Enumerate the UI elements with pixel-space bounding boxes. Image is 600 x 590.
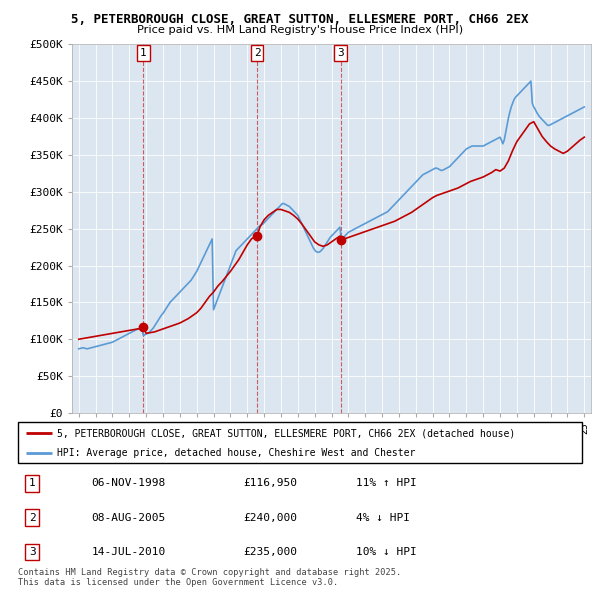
Text: 2: 2 (29, 513, 35, 523)
Text: £116,950: £116,950 (244, 478, 298, 489)
Text: 14-JUL-2010: 14-JUL-2010 (91, 547, 166, 557)
Text: 11% ↑ HPI: 11% ↑ HPI (356, 478, 417, 489)
Text: 10% ↓ HPI: 10% ↓ HPI (356, 547, 417, 557)
Text: 5, PETERBOROUGH CLOSE, GREAT SUTTON, ELLESMERE PORT, CH66 2EX (detached house): 5, PETERBOROUGH CLOSE, GREAT SUTTON, ELL… (58, 428, 516, 438)
Text: HPI: Average price, detached house, Cheshire West and Chester: HPI: Average price, detached house, Ches… (58, 448, 416, 458)
Text: Price paid vs. HM Land Registry's House Price Index (HPI): Price paid vs. HM Land Registry's House … (137, 25, 463, 35)
Text: 06-NOV-1998: 06-NOV-1998 (91, 478, 166, 489)
Text: 3: 3 (337, 48, 344, 58)
Text: 4% ↓ HPI: 4% ↓ HPI (356, 513, 410, 523)
Text: £235,000: £235,000 (244, 547, 298, 557)
Text: Contains HM Land Registry data © Crown copyright and database right 2025.
This d: Contains HM Land Registry data © Crown c… (18, 568, 401, 587)
Text: £240,000: £240,000 (244, 513, 298, 523)
Text: 1: 1 (29, 478, 35, 489)
Text: 08-AUG-2005: 08-AUG-2005 (91, 513, 166, 523)
Text: 2: 2 (254, 48, 260, 58)
Text: 3: 3 (29, 547, 35, 557)
Text: 1: 1 (140, 48, 147, 58)
Text: 5, PETERBOROUGH CLOSE, GREAT SUTTON, ELLESMERE PORT, CH66 2EX: 5, PETERBOROUGH CLOSE, GREAT SUTTON, ELL… (71, 13, 529, 26)
